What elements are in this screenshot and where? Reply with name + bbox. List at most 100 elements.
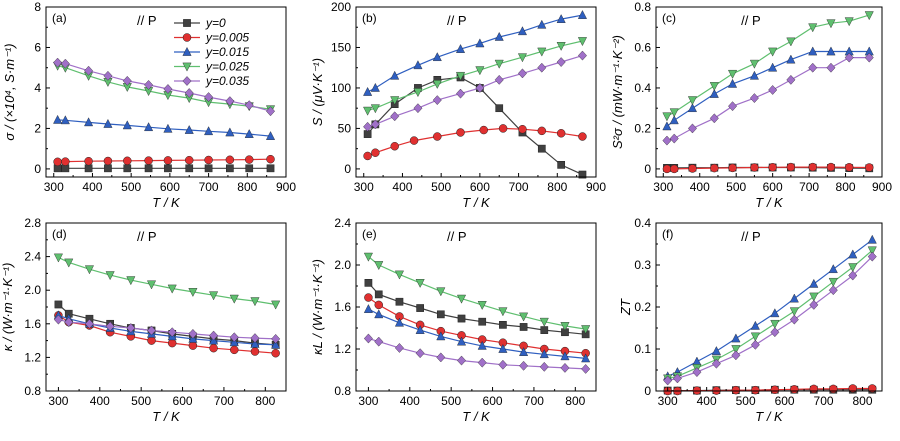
data-point [436,331,446,341]
series-line [367,127,583,157]
series-y-0-015 [363,10,587,96]
y-tick-label: 1.2 [24,350,41,364]
data-point [144,156,153,165]
series-line [667,239,873,377]
data-point [271,334,281,344]
data-point [53,57,63,68]
data-point [250,333,260,343]
data-point [456,128,465,137]
series-y-0-035 [363,333,591,374]
data-point [662,135,672,146]
data-point [479,125,488,135]
data-point [786,37,796,47]
data-point [731,345,741,355]
data-point [786,54,796,64]
data-point [244,155,254,164]
data-point [53,253,63,263]
data-point [809,278,819,288]
x-tick-label: 900 [586,180,606,194]
series-line [367,55,583,128]
data-point [370,104,380,114]
plot-frame [355,6,597,178]
y-tick-label: 1.2 [334,342,351,356]
plot-frame [45,222,287,392]
y-tick-label: 0.4 [634,216,651,230]
orientation-annotation: // P [137,229,157,244]
data-point [456,88,465,99]
data-point [271,300,281,310]
data-point [478,317,487,326]
data-point [84,156,93,166]
data-point [163,123,173,133]
data-point [537,144,546,153]
data-point [126,323,136,333]
data-point [415,279,425,288]
data-point [669,133,679,144]
x-tick-label: 800 [565,394,585,408]
x-tick-label: 800 [853,394,873,408]
data-point [749,59,759,69]
series-line [367,40,583,112]
series-y-0-015 [663,234,877,381]
legend-entry: y=0.025 [174,60,249,74]
data-point [432,52,442,61]
data-point [105,321,115,332]
data-point [455,44,466,53]
data-point [498,359,508,370]
x-tick-label: 400 [392,180,412,194]
data-point [688,164,697,173]
x-axis-title: T / K [755,195,784,210]
data-point [209,330,219,341]
y-tick-label: 2.4 [24,250,41,264]
data-point [456,294,467,304]
data-point [230,345,239,355]
x-tick-label: 900 [872,180,892,194]
y-tick-label: 1.6 [24,317,41,331]
data-point [265,131,276,140]
data-point [560,363,570,373]
data-point [864,11,874,21]
x-tick-label: 300 [358,394,378,408]
x-tick-label: 600 [470,180,490,194]
data-point [363,252,373,262]
data-point [750,332,760,342]
data-point [126,276,136,286]
y-tick-label: 2.0 [334,258,351,272]
panel-label: (e) [362,227,377,241]
panel-label: (a) [52,11,67,25]
data-point [394,343,404,353]
series-line [368,256,586,330]
data-point [537,19,547,29]
data-point [167,338,177,348]
x-axis-title: T / K [755,409,784,424]
data-point [432,95,442,105]
data-point [188,328,198,339]
data-point [229,332,239,343]
data-point [229,294,239,304]
y-tick-label: 50 [338,121,352,135]
data-point [749,70,759,80]
data-point [390,141,399,151]
legend-entry: y=0.015 [174,45,249,59]
y-axis-title: S / (μV·K⁻¹) [310,58,325,126]
data-point [84,265,94,275]
series-y-0-015 [53,114,276,140]
data-point [184,88,194,98]
plot-frame [45,6,287,178]
data-point [790,385,799,394]
data-point [53,157,62,167]
data-point [390,70,400,80]
panel-label: (f) [662,227,673,241]
data-point [477,340,487,350]
data-point [669,164,679,174]
panel-d: 300 400 500 600 700 800 0.8 1.2 1.6 2.0 2.4 2.8 T / … [0,216,287,424]
data-point [103,156,113,166]
data-point [415,325,425,334]
panel-c: 300 400 500 600 700 800 900 0 0.2 0.4 0.6 0.8 T / K S… [610,0,892,210]
legend-label: y=0 [205,16,226,30]
y-tick-label: 200 [331,0,351,14]
data-point [844,52,854,63]
data-point [537,62,547,73]
data-point [518,124,527,134]
legend-label: y=0.015 [205,45,249,59]
